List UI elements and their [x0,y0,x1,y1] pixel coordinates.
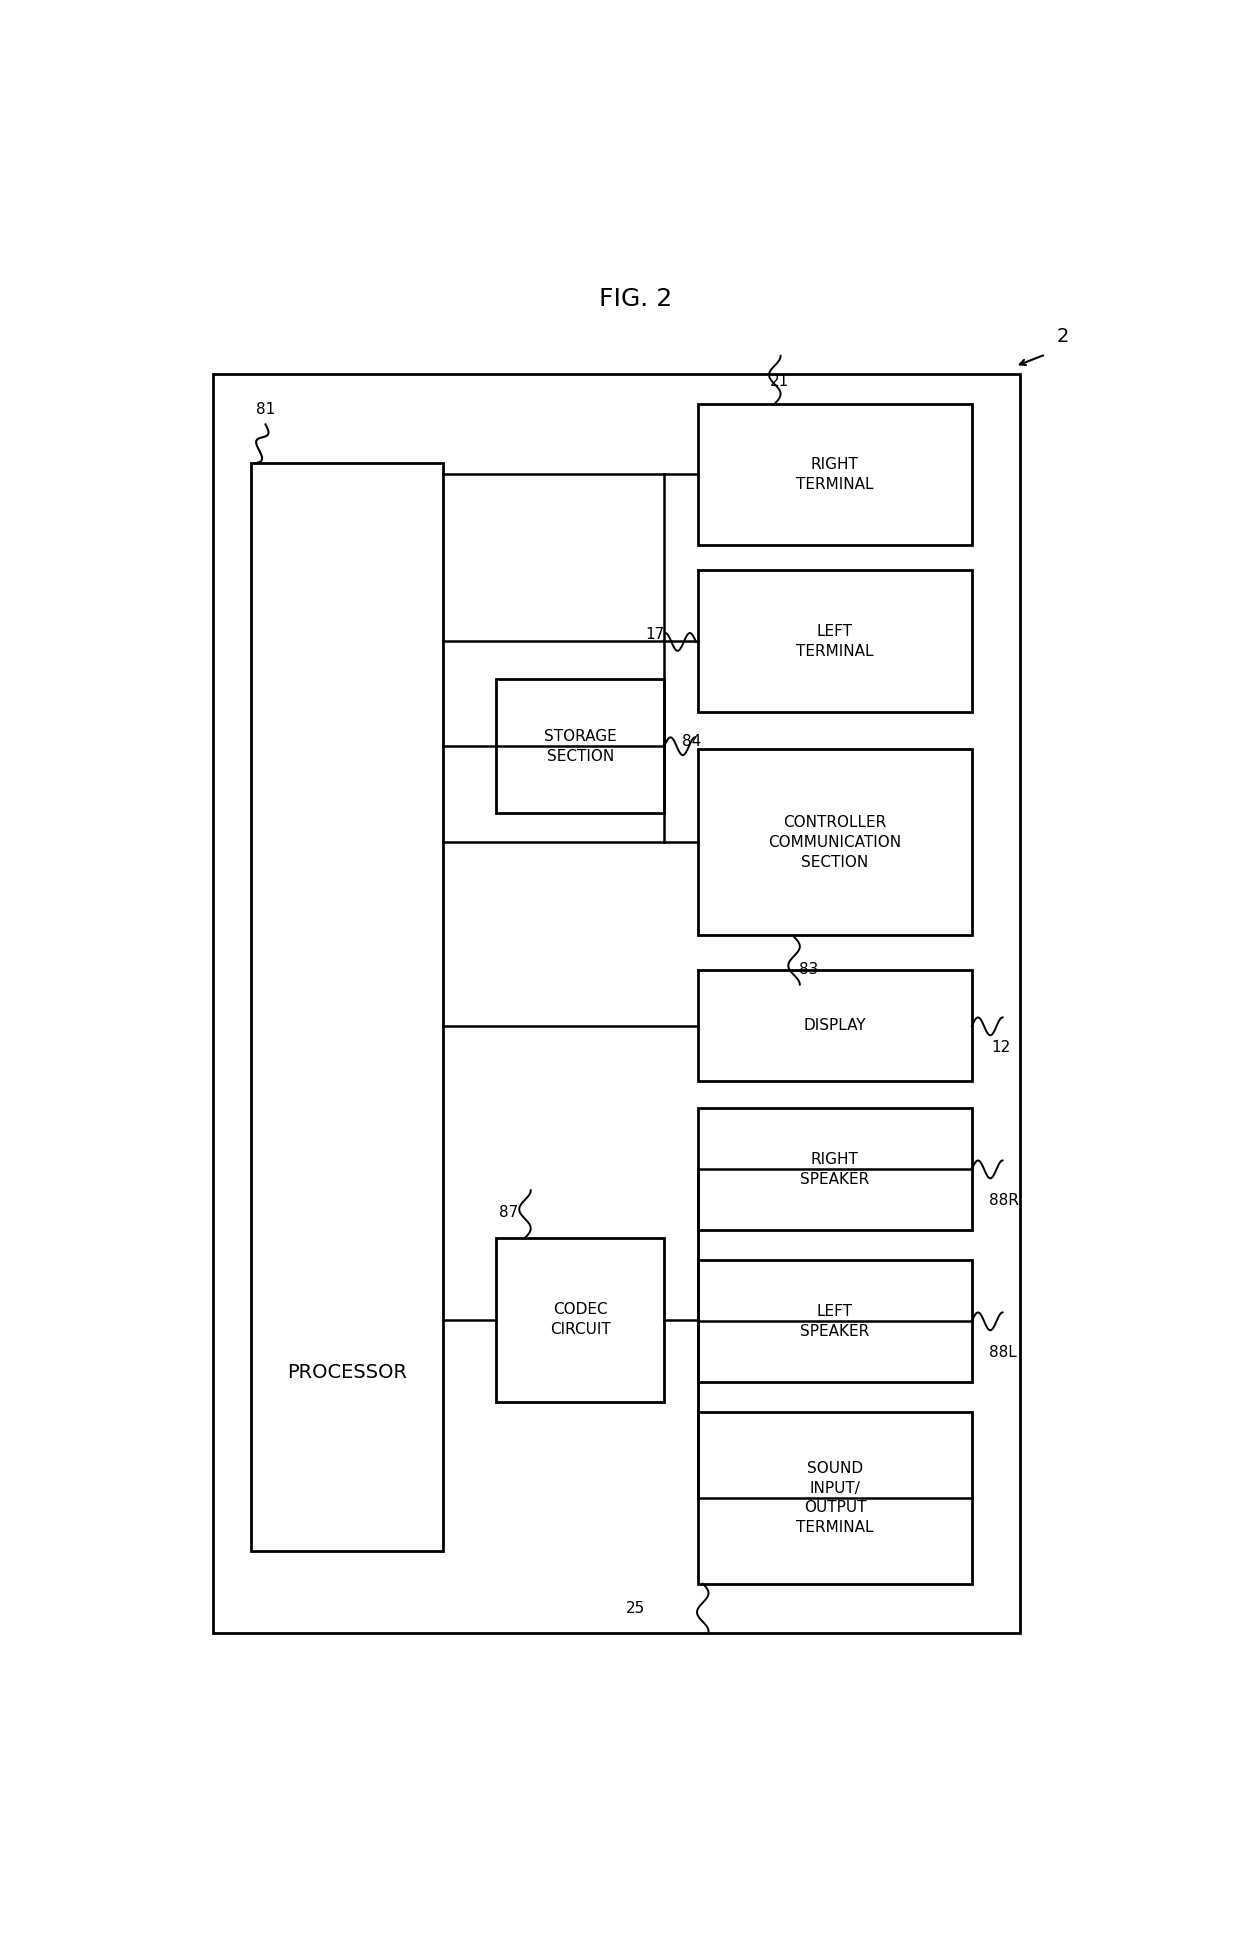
Bar [213,373,1019,1633]
Text: LEFT
SPEAKER: LEFT SPEAKER [800,1304,869,1339]
Text: 2: 2 [1056,327,1069,346]
Bar [698,404,972,546]
Bar [496,679,665,813]
Bar [698,1109,972,1231]
Text: FIG. 2: FIG. 2 [599,286,672,312]
Bar [698,749,972,935]
Text: 12: 12 [991,1039,1011,1055]
Text: SOUND
INPUT/
OUTPUT
TERMINAL: SOUND INPUT/ OUTPUT TERMINAL [796,1461,874,1534]
Bar [250,462,444,1550]
Bar [698,1413,972,1583]
Text: DISPLAY: DISPLAY [804,1018,867,1033]
Text: 21: 21 [770,373,790,389]
Text: CONTROLLER
COMMUNICATION
SECTION: CONTROLLER COMMUNICATION SECTION [769,815,901,869]
Text: 87: 87 [498,1206,518,1221]
Text: 83: 83 [799,962,818,977]
Text: CODEC
CIRCUIT: CODEC CIRCUIT [549,1302,610,1337]
Text: 88R: 88R [990,1194,1019,1207]
Text: STORAGE
SECTION: STORAGE SECTION [544,729,616,764]
Bar [698,571,972,712]
Text: 84: 84 [682,733,701,749]
Text: 81: 81 [255,402,275,418]
Bar [698,969,972,1082]
Text: PROCESSOR: PROCESSOR [288,1362,407,1382]
Bar [496,1238,665,1401]
Text: RIGHT
SPEAKER: RIGHT SPEAKER [800,1151,869,1186]
Text: LEFT
TERMINAL: LEFT TERMINAL [796,623,874,658]
Text: 88L: 88L [990,1345,1017,1360]
Text: RIGHT
TERMINAL: RIGHT TERMINAL [796,457,874,491]
Text: 25: 25 [626,1602,645,1616]
Bar [698,1260,972,1382]
Text: 17: 17 [645,627,665,642]
